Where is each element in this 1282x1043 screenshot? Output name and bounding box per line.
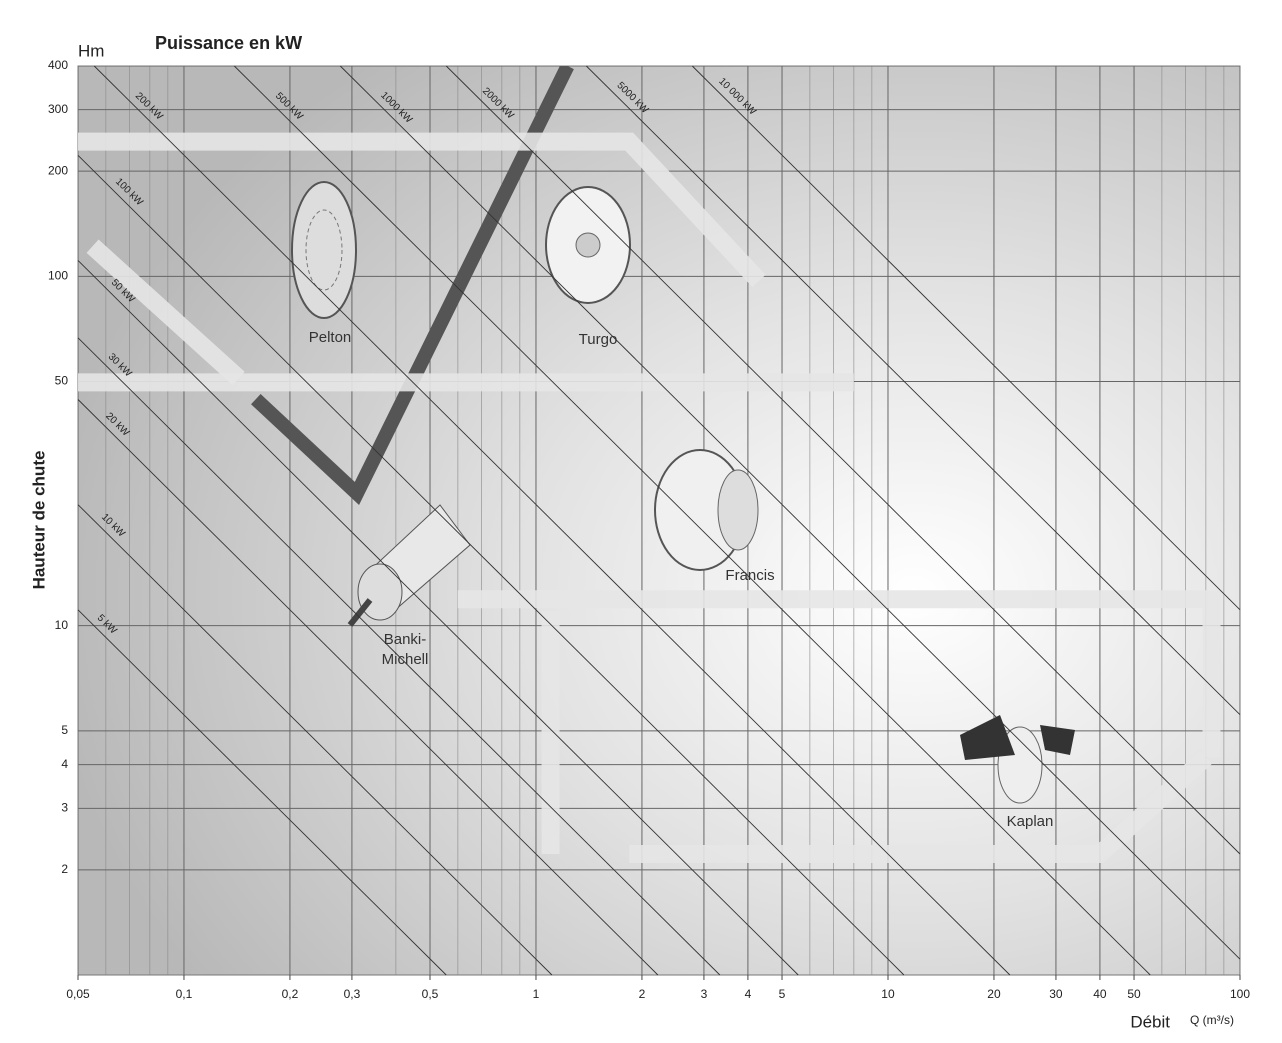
- power-line: [586, 65, 1241, 716]
- y-tick-label: 2: [61, 862, 68, 876]
- labels: 0,05 0,1 0,2 0,3 0,5 1 2 3 4 5 10 20 30 40 50 100 2 3 4 5 10…: [48, 58, 1250, 1001]
- y-tick-label: 3: [61, 800, 68, 814]
- region-boundary: [629, 750, 1212, 864]
- x-tick-label: 10: [881, 987, 895, 1001]
- region-boundary: [457, 590, 1221, 758]
- y-tick-label: 200: [48, 163, 68, 177]
- x-tick-label: 0,05: [66, 987, 90, 1001]
- power-line: [77, 337, 721, 976]
- x-tick-label: 5: [779, 987, 786, 1001]
- region-boundary: [251, 66, 574, 506]
- region-boundary: [86, 239, 245, 386]
- y-tick-label: 10: [55, 618, 69, 632]
- turbine-label: Pelton: [309, 329, 352, 346]
- turbine-label: Banki-: [384, 631, 427, 648]
- x-tick-label: 0,3: [344, 987, 361, 1001]
- turbine-label: Turgo: [579, 331, 618, 348]
- x-axis-label: Débit: [1130, 1012, 1170, 1031]
- x-tick-label: 30: [1049, 987, 1063, 1001]
- y-tick-label: 50: [55, 374, 69, 388]
- turbine-label: Francis: [725, 567, 774, 584]
- power-line: [93, 65, 1011, 976]
- turbine-label: Michell: [382, 651, 429, 668]
- y-tick-label: 300: [48, 102, 68, 116]
- y-tick-label: 5: [61, 723, 68, 737]
- x-tick-label: 100: [1230, 987, 1250, 1001]
- power-line: [445, 65, 1241, 855]
- y-tick-label: 100: [48, 268, 68, 282]
- regions: [78, 66, 1221, 864]
- power-line: [339, 65, 1241, 960]
- x-tick-label: 40: [1093, 987, 1107, 1001]
- x-tick-label: 4: [745, 987, 752, 1001]
- power-line: [77, 260, 799, 976]
- power-line: [233, 65, 1151, 976]
- y-tick-label: 4: [61, 757, 68, 771]
- x-tick-label: 50: [1127, 987, 1141, 1001]
- x-tick-label: 0,5: [422, 987, 439, 1001]
- power-line: [77, 609, 447, 976]
- power-line: [77, 155, 905, 976]
- x-unit: Q (m³/s): [1190, 1013, 1234, 1027]
- region-boundary: [78, 132, 766, 288]
- x-tick-label: 0,1: [176, 987, 193, 1001]
- turbine-images: [291, 181, 1075, 804]
- power-line: [77, 399, 659, 976]
- chart-title: Puissance en kW: [155, 33, 302, 53]
- x-tick-label: 0,2: [282, 987, 299, 1001]
- y-axis-label: Hauteur de chute: [29, 451, 48, 590]
- y-tick-label: 400: [48, 58, 68, 72]
- y-unit: Hm: [78, 41, 104, 60]
- power-line: [77, 504, 553, 976]
- turbine-label: Kaplan: [1007, 813, 1054, 830]
- power-line: [691, 65, 1241, 611]
- x-tick-label: 2: [639, 987, 646, 1001]
- x-tick-label: 20: [987, 987, 1001, 1001]
- x-tick-label: 1: [533, 987, 540, 1001]
- x-tick-label: 3: [701, 987, 708, 1001]
